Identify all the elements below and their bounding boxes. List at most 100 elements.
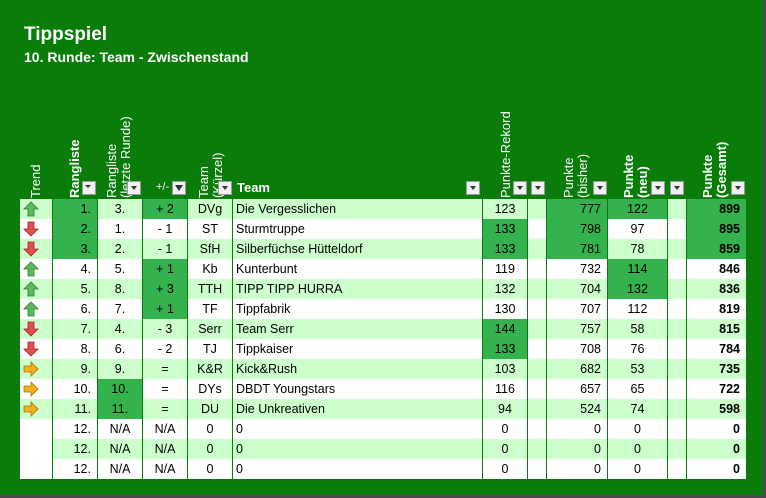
cell-spacer [528, 439, 546, 459]
table-row: 1. 3. + 2 DVg Die Vergesslichen 123 777 122 899 [20, 199, 746, 219]
filter-rangliste-button[interactable] [82, 181, 96, 195]
cell-neu: 53 [608, 359, 667, 379]
cell-rekord: 130 [483, 299, 527, 319]
cell-gesamt: 819 [687, 299, 746, 319]
table-row: 10. 10. = DYs DBDT Youngstars 116 657 65 722 [20, 379, 746, 399]
cell-team: 0 [233, 459, 482, 479]
cell-diff: N/A [143, 419, 187, 439]
cell-abbr: 0 [188, 419, 232, 439]
cell-diff: + 2 [143, 199, 187, 219]
cell-abbr: DYs [188, 379, 232, 399]
cell-neu: 74 [608, 399, 667, 419]
cell-last: 2. [98, 239, 142, 259]
cell-last: 6. [98, 339, 142, 359]
cell-rank: 12. [53, 459, 97, 479]
cell-rank: 9. [53, 359, 97, 379]
cell-rank: 1. [53, 199, 97, 219]
cell-neu: 114 [608, 259, 667, 279]
filter-punkte-rekord-button[interactable] [513, 181, 527, 195]
cell-bisher: 732 [547, 259, 607, 279]
cell-trend [20, 239, 52, 259]
cell-spacer [528, 279, 546, 299]
header-trend: Trend [28, 164, 43, 198]
table-row: 8. 6. - 2 TJ Tippkaiser 133 708 76 784 [20, 339, 746, 359]
cell-spacer [528, 399, 546, 419]
cell-trend [20, 199, 52, 219]
cell-spacer [668, 319, 686, 339]
cell-rekord: 0 [483, 439, 527, 459]
cell-abbr: TTH [188, 279, 232, 299]
cell-spacer [528, 239, 546, 259]
cell-spacer [668, 359, 686, 379]
cell-trend [20, 379, 52, 399]
cell-gesamt: 859 [687, 239, 746, 259]
table-row: 11. 11. = DU Die Unkreativen 94 524 74 598 [20, 399, 746, 419]
cell-spacer [528, 359, 546, 379]
cell-gesamt: 846 [687, 259, 746, 279]
cell-abbr: ST [188, 219, 232, 239]
filter-punkte-neu-button[interactable] [651, 181, 665, 195]
header-team-kurzel: Team (Kürzel) [196, 152, 225, 198]
cell-trend [20, 459, 52, 479]
table-row: 4. 5. + 1 Kb Kunterbunt 119 732 114 846 [20, 259, 746, 279]
cell-team: Sturmtruppe [233, 219, 482, 239]
cell-spacer [668, 439, 686, 459]
cell-spacer [668, 279, 686, 299]
cell-rekord: 133 [483, 219, 527, 239]
page-title: Tippspiel [24, 24, 108, 45]
cell-gesamt: 899 [687, 199, 746, 219]
arrow-up-icon [23, 261, 39, 277]
cell-team: Kick&Rush [233, 359, 482, 379]
cell-rekord: 0 [483, 419, 527, 439]
cell-bisher: 777 [547, 199, 607, 219]
cell-last: 3. [98, 199, 142, 219]
cell-team: 0 [233, 439, 482, 459]
cell-bisher: 0 [547, 459, 607, 479]
cell-rekord: 123 [483, 199, 527, 219]
cell-last: N/A [98, 439, 142, 459]
arrow-right-icon [23, 401, 39, 417]
cell-spacer [668, 419, 686, 439]
filter-punkte-bisher-button[interactable] [593, 181, 607, 195]
cell-spacer [528, 299, 546, 319]
arrow-up-icon [23, 201, 39, 217]
cell-team: Silberfüchse Hütteldorf [233, 239, 482, 259]
cell-spacer [528, 259, 546, 279]
cell-team: DBDT Youngstars [233, 379, 482, 399]
arrow-down-icon [23, 321, 39, 337]
cell-trend [20, 419, 52, 439]
arrow-right-icon [23, 381, 39, 397]
cell-abbr: TJ [188, 339, 232, 359]
cell-last: 7. [98, 299, 142, 319]
cell-trend [20, 279, 52, 299]
cell-gesamt: 895 [687, 219, 746, 239]
cell-spacer [668, 459, 686, 479]
cell-rekord: 103 [483, 359, 527, 379]
cell-trend [20, 219, 52, 239]
cell-last: 1. [98, 219, 142, 239]
filter-punkte-gesamt-button[interactable] [731, 181, 745, 195]
cell-gesamt: 598 [687, 399, 746, 419]
cell-diff: = [143, 359, 187, 379]
cell-abbr: Kb [188, 259, 232, 279]
arrow-up-icon [23, 301, 39, 317]
cell-spacer [668, 199, 686, 219]
cell-bisher: 707 [547, 299, 607, 319]
filter-team-kurzel-button[interactable] [218, 181, 232, 195]
cell-diff: - 1 [143, 219, 187, 239]
cell-team: Kunterbunt [233, 259, 482, 279]
filter-blank-1-button[interactable] [531, 181, 545, 195]
cell-neu: 0 [608, 439, 667, 459]
header-diff: +/- [156, 181, 170, 193]
filter-team-button[interactable] [466, 181, 480, 195]
cell-neu: 0 [608, 459, 667, 479]
filter-rangliste-letzte-button[interactable] [127, 181, 141, 195]
cell-gesamt: 815 [687, 319, 746, 339]
cell-last: 5. [98, 259, 142, 279]
cell-neu: 132 [608, 279, 667, 299]
filter-diff-button[interactable] [172, 181, 186, 195]
cell-last: 9. [98, 359, 142, 379]
cell-abbr: 0 [188, 459, 232, 479]
filter-blank-2-button[interactable] [670, 181, 684, 195]
page-subtitle: 10. Runde: Team - Zwischenstand [24, 49, 249, 65]
